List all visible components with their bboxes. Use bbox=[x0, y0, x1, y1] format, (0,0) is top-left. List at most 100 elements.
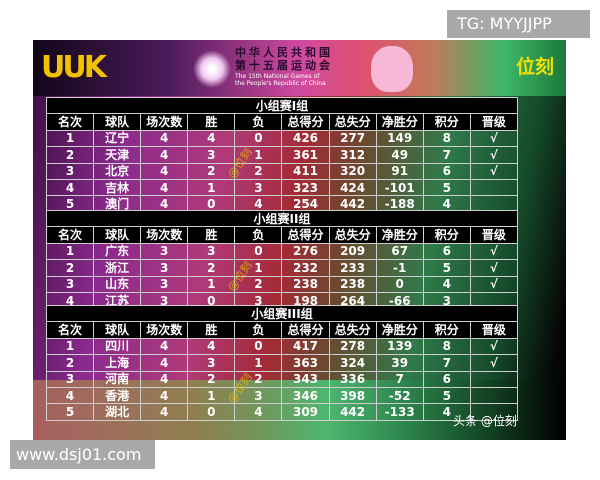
table-cell: 278 bbox=[328, 337, 377, 356]
games-title-en-line: The 15th National Games of bbox=[235, 73, 320, 80]
table-cell: 1 bbox=[45, 129, 95, 148]
table-cell: 276 bbox=[281, 242, 330, 261]
header-row: 名次 球队 场次数胜负总得分 总失分 净胜分 积分 晋级 bbox=[45, 113, 519, 131]
header-row: 名次 球队 场次数胜负总得分 总失分 净胜分 积分 晋级 bbox=[45, 226, 519, 244]
table-cell: √ bbox=[469, 259, 519, 277]
table-cell: 3 bbox=[234, 178, 283, 197]
column-header: 球队 bbox=[93, 321, 142, 339]
column-header: 晋级 bbox=[469, 113, 519, 131]
table-cell: 233 bbox=[328, 259, 377, 277]
table-cell: 4 bbox=[45, 386, 95, 405]
table-cell: 1 bbox=[45, 242, 95, 261]
table-cell: 7 bbox=[375, 370, 424, 388]
group-3-table: 小组赛III组 名次 球队 场次数胜负总得分 总失分 净胜分 积分 晋级 1 四川 4 4 0 417 27… bbox=[45, 304, 519, 421]
group-title-row: 小组赛II组 bbox=[46, 209, 518, 228]
table-cell: 吉林 bbox=[93, 178, 142, 197]
table-cell: 湖北 bbox=[93, 403, 142, 421]
table-cell: 4 bbox=[45, 178, 95, 197]
table-cell: 4 bbox=[234, 403, 283, 421]
table-cell: 39 bbox=[375, 354, 424, 372]
table-cell: -101 bbox=[375, 178, 424, 197]
table-cell: √ bbox=[469, 146, 519, 164]
column-header: 总失分 bbox=[328, 321, 377, 339]
group-title: 小组赛I组 bbox=[46, 96, 518, 115]
column-header: 场次数 bbox=[140, 321, 189, 339]
poster-header: UUK 中华人民共和国 第十五届运动会 The 15th National Gam… bbox=[33, 40, 566, 96]
column-header: 总失分 bbox=[328, 113, 377, 131]
table-row: 1 四川 4 4 0 417 278 139 8 √ bbox=[45, 337, 519, 356]
group-2-table: 小组赛II组 名次 球队 场次数胜负总得分 总失分 净胜分 积分 晋级 1 广东 3 3 0 276 209… bbox=[45, 209, 519, 310]
group-title-row: 小组赛III组 bbox=[46, 304, 518, 323]
table-cell: 209 bbox=[328, 242, 377, 261]
column-header: 积分 bbox=[422, 321, 471, 339]
table-cell: 363 bbox=[281, 354, 330, 372]
games-title-en: The 15th National Games of the People's R… bbox=[235, 73, 326, 87]
table-cell: 辽宁 bbox=[93, 129, 142, 148]
table-cell: 2 bbox=[187, 259, 236, 277]
column-header: 名次 bbox=[45, 113, 95, 131]
table-cell: 312 bbox=[328, 146, 377, 164]
table-row: 5 湖北 4 0 4 309 442 -133 4 bbox=[45, 403, 519, 421]
table-cell: √ bbox=[469, 275, 519, 293]
table-row: 3 山东 3 1 2 238 238 0 4 √ bbox=[45, 275, 519, 293]
table-cell: 6 bbox=[422, 162, 471, 180]
table-cell: 320 bbox=[328, 162, 377, 180]
column-header: 晋级 bbox=[469, 226, 519, 244]
brand-logo: 位刻 bbox=[515, 56, 554, 78]
table-cell: 1 bbox=[187, 178, 236, 197]
column-header: 总得分 bbox=[281, 321, 330, 339]
uuk-logo: UUK bbox=[41, 50, 107, 85]
credit-text: 头条 @位刻 bbox=[453, 414, 517, 428]
table-cell: 2 bbox=[45, 259, 95, 277]
standings-poster: UUK 中华人民共和国 第十五届运动会 The 15th National Gam… bbox=[33, 40, 566, 440]
table-cell bbox=[469, 403, 519, 421]
column-header: 场次数 bbox=[140, 113, 189, 131]
table-cell bbox=[469, 386, 519, 405]
group-title: 小组赛II组 bbox=[46, 209, 518, 228]
table-cell: 8 bbox=[422, 337, 471, 356]
table-cell: 139 bbox=[375, 337, 424, 356]
table-cell: 2 bbox=[45, 354, 95, 372]
column-header: 胜 bbox=[187, 113, 236, 131]
table-cell: √ bbox=[469, 129, 519, 148]
table-row: 2 浙江 3 2 1 232 233 -1 5 √ bbox=[45, 259, 519, 277]
games-title-zh-line: 中华人民共和国 bbox=[235, 46, 333, 59]
column-header: 球队 bbox=[93, 113, 142, 131]
column-header: 名次 bbox=[45, 321, 95, 339]
games-emblem-icon bbox=[193, 50, 231, 88]
games-title-zh: 中华人民共和国 第十五届运动会 bbox=[235, 46, 333, 72]
column-header: 胜 bbox=[187, 226, 236, 244]
table-cell: 5 bbox=[422, 178, 471, 197]
table-row: 4 吉林 4 1 3 323 424 -101 5 bbox=[45, 178, 519, 197]
table-row: 2 天津 4 3 1 361 312 49 7 √ bbox=[45, 146, 519, 164]
column-header: 负 bbox=[234, 226, 283, 244]
mascot-icon bbox=[371, 46, 413, 92]
table-cell: 6 bbox=[422, 242, 471, 261]
table-cell bbox=[469, 370, 519, 388]
table-cell: 346 bbox=[281, 386, 330, 405]
column-header: 总失分 bbox=[328, 226, 377, 244]
table-cell: 香港 bbox=[93, 386, 142, 405]
table-cell: 3 bbox=[45, 275, 95, 293]
table-cell: 417 bbox=[281, 337, 330, 356]
table-cell: 3 bbox=[140, 242, 189, 261]
table-cell: 426 bbox=[281, 129, 330, 148]
table-cell: 361 bbox=[281, 146, 330, 164]
table-cell: -188 bbox=[375, 195, 424, 213]
tg-label: TG: MYYJJPP bbox=[447, 10, 590, 38]
table-cell: 4 bbox=[140, 370, 189, 388]
group-title-row: 小组赛I组 bbox=[46, 96, 518, 115]
table-cell: 232 bbox=[281, 259, 330, 277]
site-label: www.dsj01.com bbox=[10, 440, 155, 469]
games-title-en-line: the People's Republic of China bbox=[235, 80, 326, 87]
table-cell: 323 bbox=[281, 178, 330, 197]
table-row: 3 河南 4 2 2 343 336 7 6 bbox=[45, 370, 519, 388]
table-cell: 49 bbox=[375, 146, 424, 164]
table-cell: 343 bbox=[281, 370, 330, 388]
table-cell: √ bbox=[469, 337, 519, 356]
table-cell: -52 bbox=[375, 386, 424, 405]
table-cell: 7 bbox=[422, 146, 471, 164]
table-cell: 4 bbox=[140, 162, 189, 180]
table-cell: 0 bbox=[187, 403, 236, 421]
table-cell: 398 bbox=[328, 386, 377, 405]
